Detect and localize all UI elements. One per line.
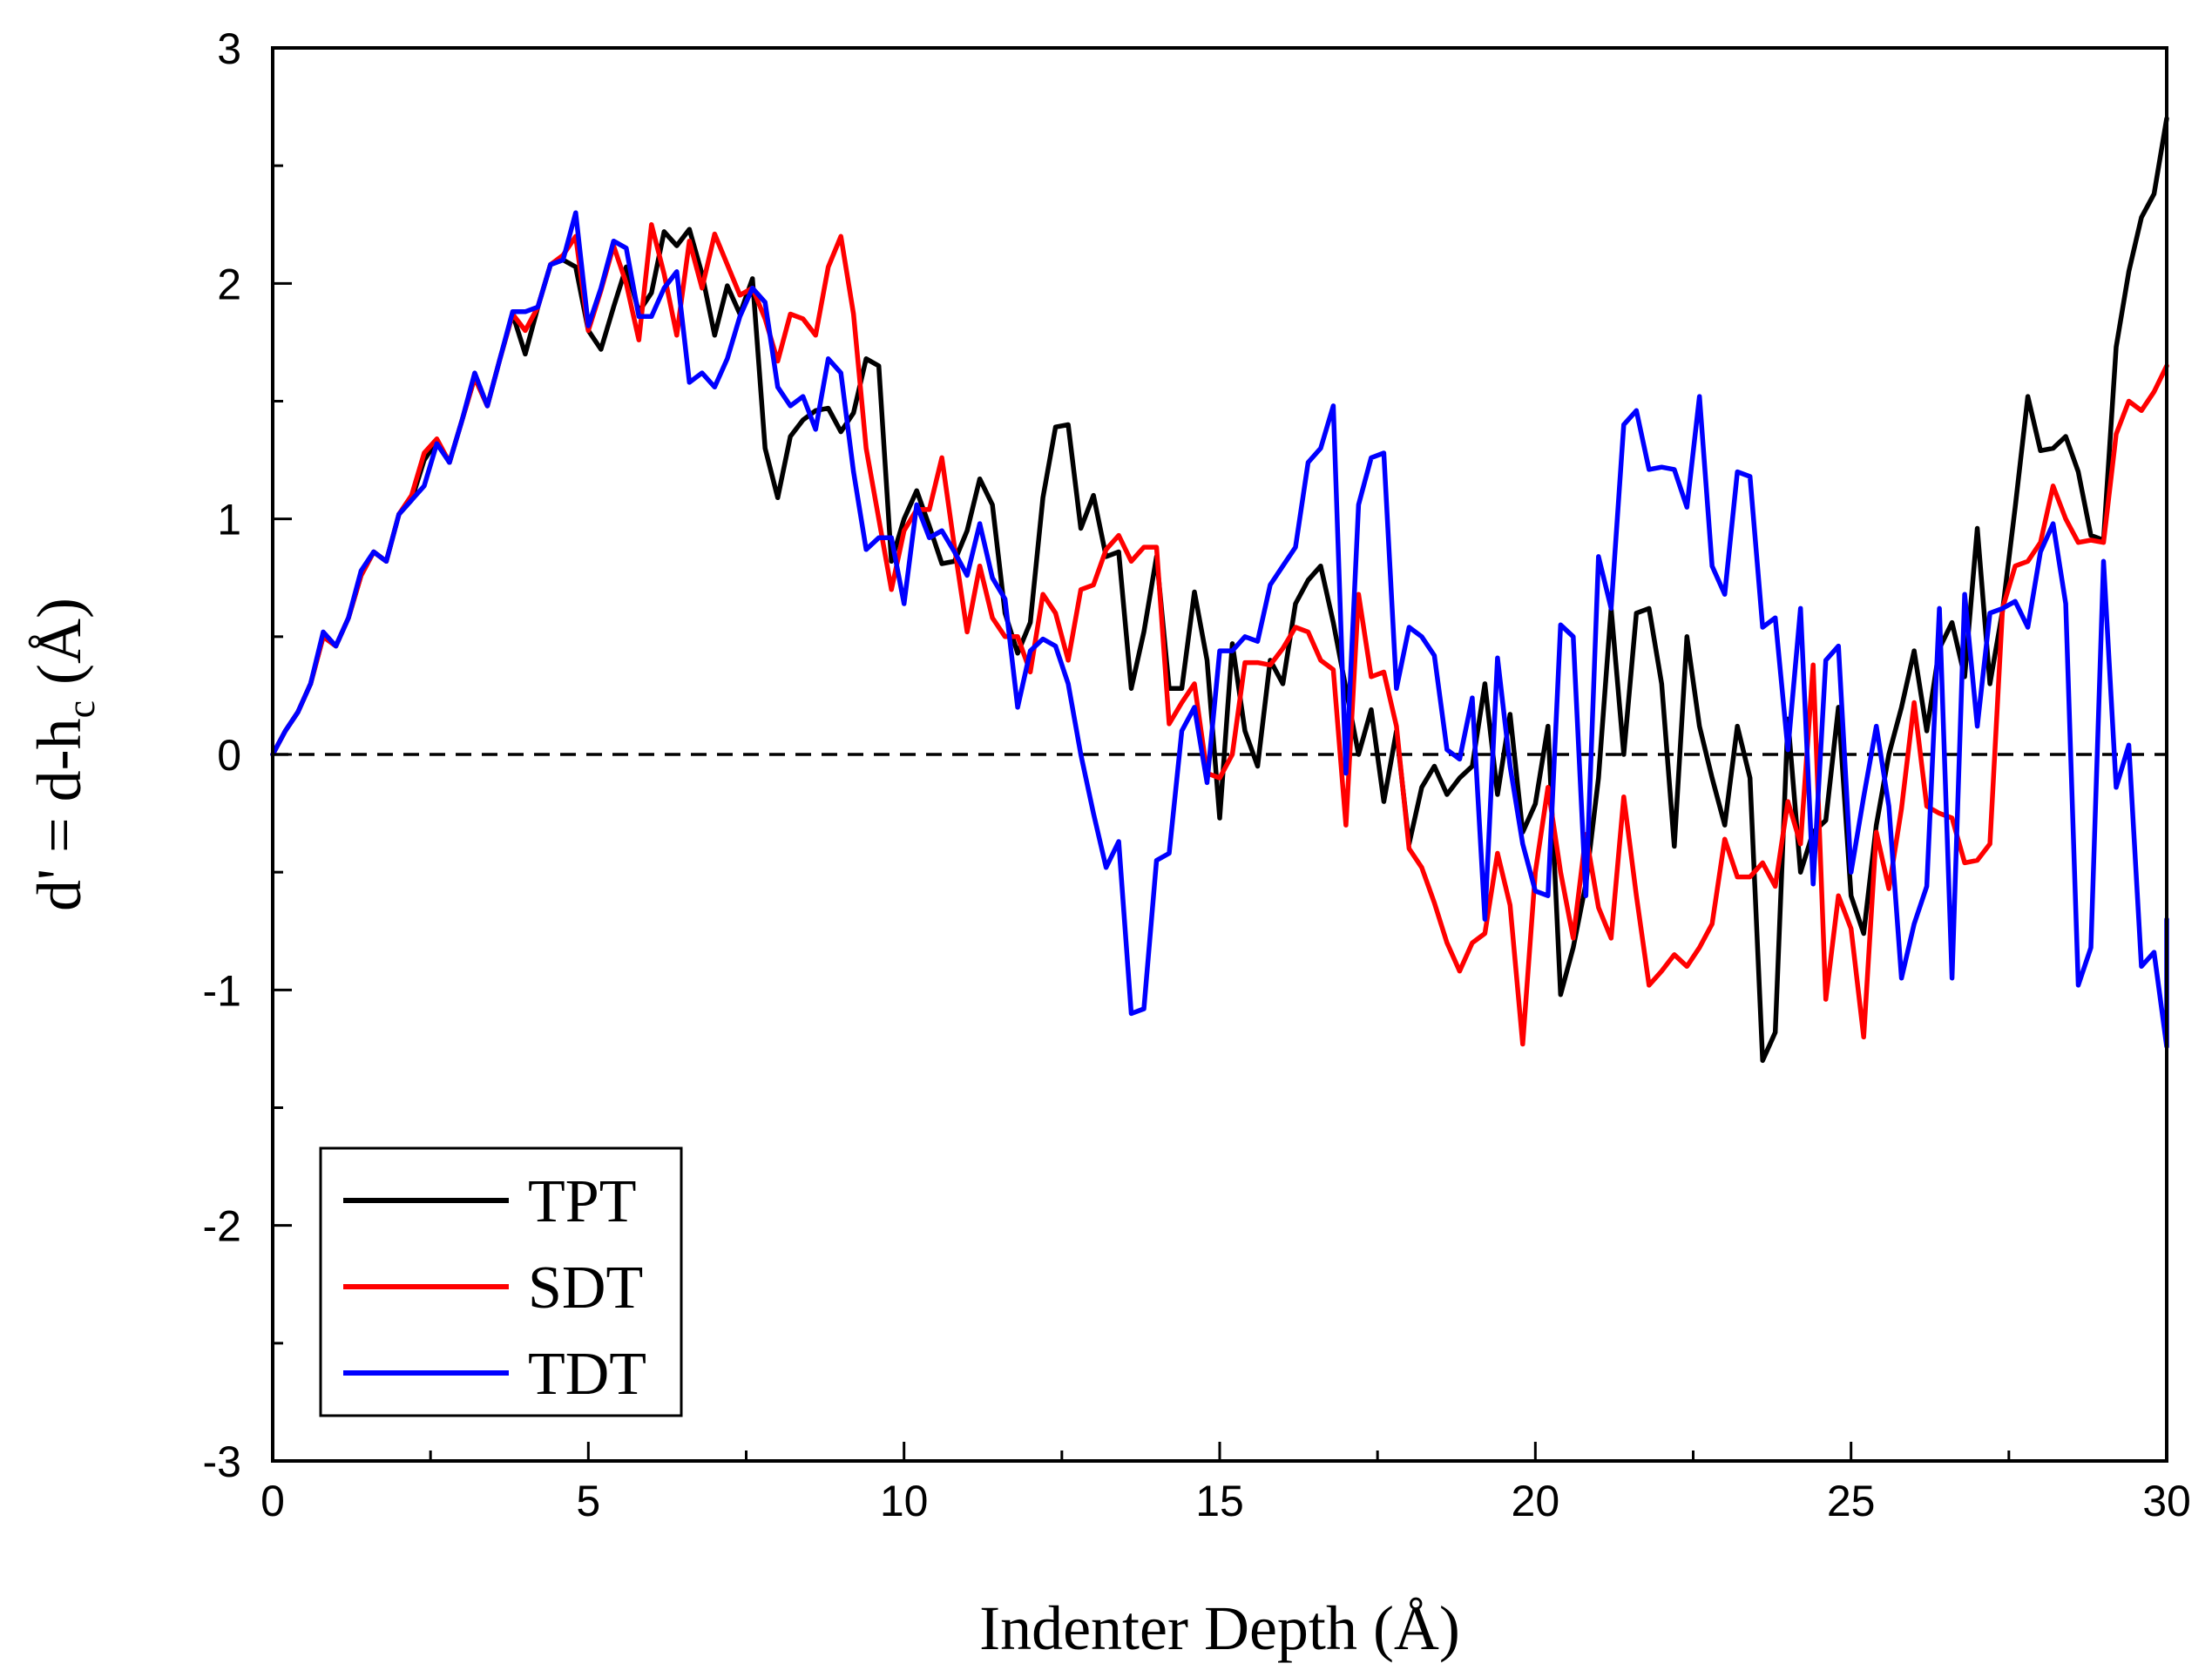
y-axis-title: d' = d-hc (Å): [24, 598, 103, 911]
x-axis-title: Indenter Depth (Å): [979, 1593, 1460, 1663]
y-axis-title-unit: (Å): [24, 598, 94, 700]
y-axis-title-main: d' = d-h: [24, 718, 94, 911]
x-tick-label: 10: [880, 1477, 929, 1525]
y-tick-label: -3: [203, 1437, 241, 1486]
series-line-tdt: [270, 210, 2169, 1049]
x-tick-label: 5: [576, 1477, 600, 1525]
x-tick-label: 20: [1512, 1477, 1560, 1525]
y-tick-label: 3: [217, 24, 241, 73]
x-tick-label: 25: [1827, 1477, 1876, 1525]
x-tick-label: 30: [2142, 1477, 2191, 1525]
legend-label-tpt: TPT: [528, 1168, 636, 1235]
x-tick-label: 15: [1195, 1477, 1244, 1525]
legend-label-tdt: TDT: [528, 1341, 646, 1408]
legend: TPT SDT TDT: [319, 1146, 683, 1417]
series-line-sdt: [270, 222, 2169, 1047]
x-tick-label: 0: [260, 1477, 285, 1525]
y-tick-label: 1: [217, 496, 241, 544]
legend-entries: TPT SDT TDT: [343, 1168, 646, 1408]
y-tick-label: 0: [217, 731, 241, 780]
series-layer: [270, 116, 2169, 1064]
y-axis-title-subscript: c: [58, 700, 103, 718]
tick-layer: 0 5 10 15 20 25 30 -3 -2 -1 0 1 2 3: [203, 24, 2191, 1525]
y-tick-label: -1: [203, 966, 241, 1015]
y-tick-label: 2: [217, 260, 241, 308]
y-tick-label: -2: [203, 1202, 241, 1251]
legend-label-sdt: SDT: [528, 1254, 643, 1322]
